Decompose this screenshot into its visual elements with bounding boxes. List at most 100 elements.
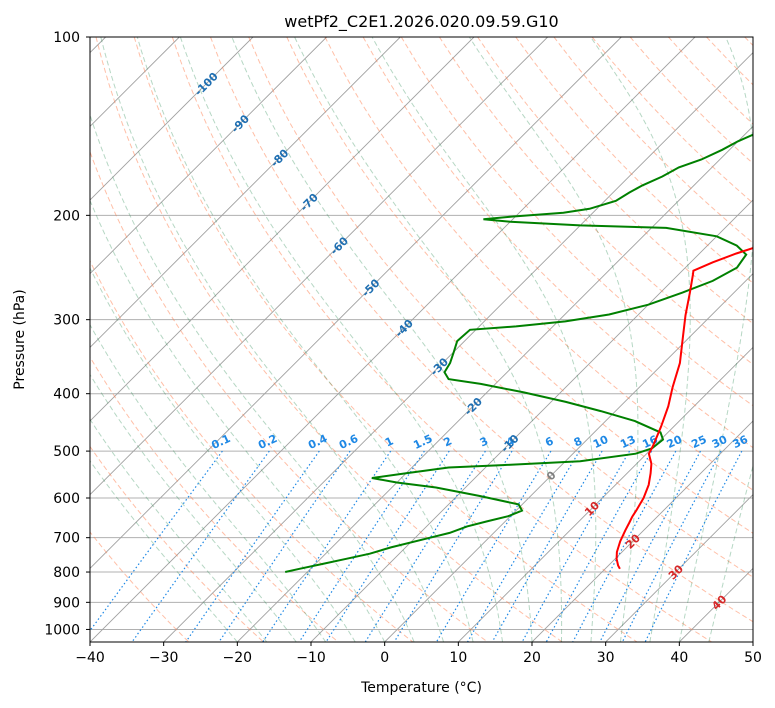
- moist-adiabats: [90, 37, 753, 642]
- mixing-ratio-line: [621, 450, 722, 642]
- y-tick-label: 400: [53, 387, 80, 403]
- moist-adiabat-line: [678, 37, 753, 642]
- y-tick-label: 700: [53, 531, 80, 547]
- chart-title: wetPf2_C2E1.2026.020.09.59.G10: [284, 12, 558, 32]
- isotherm-line: [90, 37, 548, 496]
- isotherm-line: [605, 494, 753, 642]
- isotherm-line: [90, 37, 696, 642]
- isotherm-line: [458, 346, 753, 642]
- moist-adiabat-line: [90, 199, 386, 642]
- moist-adiabat-line: [90, 267, 356, 642]
- moist-adiabat-line: [590, 37, 691, 642]
- isotherm-line: [90, 37, 327, 275]
- moist-adiabat-line: [90, 460, 238, 642]
- mixing-ratio-line: [218, 450, 351, 642]
- mixing-ratio-line: [644, 450, 743, 642]
- x-axis: −40 −30 −20 −10 0 10 20 30 40 50: [75, 642, 762, 666]
- dry-adiabat-line: [90, 150, 488, 642]
- dry-adiabat-line: [286, 37, 753, 534]
- skewed-isotherms: [90, 37, 753, 642]
- x-tick-label: −20: [223, 650, 253, 666]
- dry-adiabat-line: [90, 259, 414, 642]
- y-tick-label: 900: [53, 595, 80, 611]
- y-axis-title: Pressure (hPa): [12, 289, 28, 389]
- moist-adiabat-line: [231, 37, 533, 642]
- mixing-ratio-line: [599, 450, 702, 642]
- x-tick-label: −10: [296, 650, 326, 666]
- mixing-ratio-line: [90, 450, 223, 632]
- mixing-ratio-line: [491, 450, 603, 642]
- moist-adiabat-line: [136, 37, 474, 642]
- dry-adiabat-line: [362, 37, 753, 449]
- dry-adiabat-line: [324, 37, 753, 491]
- mixing-ratio-line: [262, 450, 392, 642]
- isotherm-line: [90, 37, 401, 348]
- isotherm-line: [237, 125, 753, 642]
- moist-adiabat-line: [468, 37, 639, 642]
- dry-adiabat-line: [400, 37, 753, 407]
- plot-area: 0.1 0.2 0.4 0.6 1 1.5 2 3 4 6 8 10 13 16 20 25 30 36-100-…: [90, 37, 753, 642]
- moist-adiabat-line: [90, 113, 415, 642]
- moist-adiabat-line: [371, 37, 597, 642]
- mixing-ratio-line: [393, 450, 513, 642]
- x-tick-label: 50: [744, 650, 762, 666]
- temperature-line: [615, 246, 753, 570]
- y-tick-label: 600: [53, 491, 80, 507]
- moist-adiabat-line: [90, 373, 297, 642]
- moist-adiabat-line: [294, 37, 563, 642]
- y-tick-label: 300: [53, 313, 80, 329]
- mixing-ratio-lines: [90, 450, 743, 642]
- isotherm-line: [90, 37, 622, 569]
- moist-adiabat-line: [90, 418, 268, 642]
- mixing-ratio-line: [298, 450, 425, 642]
- dry-adiabat-line: [210, 37, 753, 623]
- mixing-ratio-label: 30: [710, 433, 730, 451]
- x-tick-label: −40: [75, 650, 105, 666]
- dry-adiabat-line: [90, 445, 264, 642]
- x-tick-label: 20: [523, 650, 541, 666]
- x-tick-label: 30: [597, 650, 615, 666]
- dry-adiabat-line: [477, 37, 753, 325]
- dry-adiabat-line: [515, 37, 753, 284]
- dry-adiabat-line: [95, 37, 563, 642]
- mixing-ratio-label: 10: [591, 433, 611, 451]
- dry-adiabat-line: [171, 37, 712, 642]
- y-tick-label: 1000: [44, 622, 80, 638]
- moist-adiabat-line: [100, 37, 445, 642]
- mixing-ratio-label: 25: [689, 433, 708, 451]
- dry-adiabat-line: [438, 37, 753, 366]
- isotherm-line: [90, 37, 475, 422]
- moist-adiabat-line: [90, 323, 327, 642]
- y-tick-label: 500: [53, 444, 80, 460]
- dry-adiabat-line: [90, 531, 190, 642]
- mixing-ratio-line: [521, 450, 631, 642]
- mixing-ratio-label: 36: [731, 433, 751, 451]
- mixing-ratio-label: 13: [618, 433, 637, 451]
- moist-adiabat-line: [179, 37, 503, 642]
- y-tick-label: 100: [53, 30, 80, 46]
- x-tick-label: 0: [380, 650, 389, 666]
- dry-adiabat-line: [248, 37, 753, 578]
- isotherm-line: [90, 37, 254, 201]
- y-tick-label: 800: [53, 565, 80, 581]
- dry-adiabat-line: [90, 356, 339, 642]
- mixing-ratio-line: [572, 450, 677, 642]
- isotherm-line: [531, 420, 753, 642]
- y-tick-label: 200: [53, 208, 80, 224]
- moist-adiabat-line: [708, 464, 753, 642]
- x-axis-title: Temperature (°C): [360, 680, 482, 696]
- x-tick-label: −30: [149, 650, 179, 666]
- plot-frame: [89, 36, 754, 643]
- x-tick-label: 40: [670, 650, 688, 666]
- dewpoint-line: [284, 133, 753, 573]
- x-tick-label: 10: [449, 650, 467, 666]
- y-axis: 100 200 300 400 500 600 700 800 900 1000: [44, 30, 90, 638]
- mixing-ratio-line: [545, 450, 653, 642]
- isotherm-line: [384, 273, 753, 642]
- pressure-grid: [90, 37, 753, 630]
- mixing-ratio-line: [185, 450, 320, 642]
- isotherm-line: [163, 52, 753, 642]
- mixing-ratio-label: 20: [665, 433, 685, 451]
